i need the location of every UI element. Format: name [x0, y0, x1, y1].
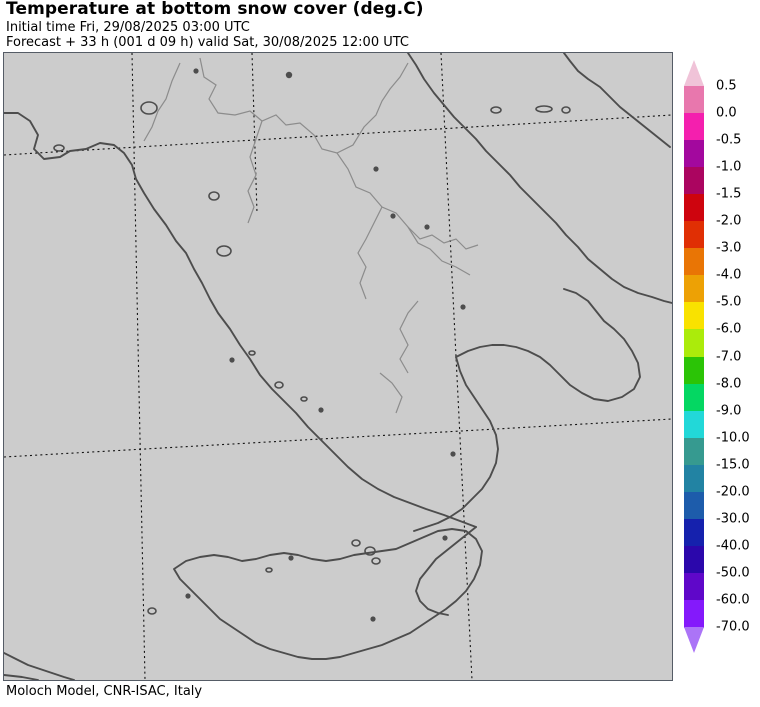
city-marker-ancona [373, 166, 379, 172]
city-markers [185, 68, 466, 622]
colorbar-band-7 [684, 275, 704, 303]
colorbar-band-4 [684, 194, 704, 222]
city-marker-perugia [285, 71, 293, 79]
colorbar-tick-17: -40.0 [716, 538, 750, 554]
colorbar-band-12 [684, 410, 704, 439]
colorbar-band-0 [684, 86, 704, 114]
lake-bracciano [216, 245, 232, 257]
colorbar-band-2 [684, 140, 704, 168]
island-adriatic-1 [535, 105, 553, 113]
colorbar-band-1 [684, 113, 704, 141]
city-marker-catania [370, 616, 376, 622]
colorbar-tick-10: -7.0 [716, 349, 742, 364]
coast-africa [4, 674, 39, 680]
longitude-gridline-1 [131, 53, 146, 680]
island-adriatic-2 [561, 106, 571, 114]
colorbar-tick-20: -70.0 [716, 619, 750, 635]
island-egadi [147, 607, 157, 615]
city-marker-pescara [390, 213, 396, 219]
gridlines [4, 53, 672, 680]
region-borders [143, 57, 479, 414]
city-marker-firenze [193, 68, 199, 74]
colorbar-band-5 [684, 221, 704, 249]
city-marker-lamezia [450, 451, 456, 457]
colorbar-tick-15: -20.0 [716, 484, 750, 500]
colorbar-tick-2: -0.5 [716, 132, 742, 148]
island-ischia [274, 381, 284, 389]
longitude-gridline-3 [440, 53, 473, 680]
colorbar-band-18 [684, 572, 704, 601]
colorbar-tick-12: -9.0 [716, 403, 742, 419]
colorbar-tick-3: -1.0 [716, 159, 742, 175]
colorbar-tick-16: -30.0 [716, 511, 750, 527]
city-marker-trapani [185, 593, 191, 599]
colorbar-tick-1: 0.0 [716, 105, 737, 121]
lake-trasimeno [140, 101, 158, 115]
coast-gargano-puglia [455, 288, 641, 402]
colorbar-band-16 [684, 518, 704, 547]
colorbar-tick-8: -5.0 [716, 294, 742, 310]
colorbar-tick-7: -4.0 [716, 267, 742, 283]
islands-and-lakes [53, 101, 571, 615]
longitude-gridline-2 [251, 53, 258, 214]
city-marker-roma [229, 357, 235, 363]
colorbar [684, 60, 704, 674]
colorbar-band-13 [684, 437, 704, 466]
colorbar-under-arrow [684, 627, 704, 653]
island-pontine [248, 350, 256, 356]
colorbar-tick-9: -6.0 [716, 321, 742, 337]
colorbar-tick-14: -15.0 [716, 457, 750, 473]
island-tremiti [490, 106, 502, 114]
colorbar-band-11 [684, 383, 704, 412]
city-marker-palermo [288, 555, 294, 561]
colorbar-band-6 [684, 248, 704, 276]
latitude-gridline-1 [4, 114, 672, 156]
colorbar-band-3 [684, 167, 704, 195]
colorbar-band-15 [684, 491, 704, 520]
page-title: Temperature at bottom snow cover (deg.C) [6, 0, 424, 19]
colorbar-tick-19: -60.0 [716, 592, 750, 608]
coast-tyrrhenian-north [4, 112, 477, 528]
city-marker-foggia [424, 224, 430, 230]
colorbar-tick-4: -1.5 [716, 186, 742, 202]
colorbar-band-10 [684, 356, 704, 385]
coast-sicily [173, 528, 483, 660]
lake-bolsena [208, 191, 220, 201]
model-credit: Moloch Model, CNR-ISAC, Italy [6, 684, 203, 699]
coastlines [4, 53, 672, 680]
colorbar-band-9 [684, 329, 704, 358]
forecast-valid-text: Forecast + 33 h (001 d 09 h) valid Sat, … [6, 35, 410, 50]
island-aeolian-2 [364, 546, 376, 556]
colorbar-band-8 [684, 302, 704, 331]
initial-time-text: Initial time Fri, 29/08/2025 03:00 UTC [6, 20, 250, 35]
coast-calabria-west [415, 526, 477, 616]
header: Temperature at bottom snow cover (deg.C)… [0, 0, 760, 52]
island-elba [53, 144, 65, 152]
city-marker-bari [460, 304, 466, 310]
city-marker-napoli [318, 407, 324, 413]
colorbar-tick-6: -3.0 [716, 240, 742, 256]
island-aeolian-1 [351, 539, 361, 547]
map-canvas [4, 53, 672, 680]
colorbar-band-19 [684, 599, 704, 628]
city-marker-messina [442, 535, 448, 541]
colorbar-tick-18: -50.0 [716, 565, 750, 581]
island-ustica [265, 567, 273, 573]
colorbar-over-arrow [684, 60, 704, 86]
latitude-gridline-2 [4, 418, 672, 458]
island-aeolian-3 [371, 557, 381, 565]
colorbar-tick-0: 0.5 [716, 78, 737, 94]
colorbar-tick-5: -2.0 [716, 213, 742, 229]
coast-sardinia-east [4, 652, 75, 680]
island-capri [300, 396, 308, 402]
colorbar-tick-11: -8.0 [716, 376, 742, 392]
coast-dalmatia [563, 53, 671, 148]
map-panel[interactable] [3, 52, 673, 681]
coast-calabria [413, 356, 499, 532]
colorbar-band-17 [684, 545, 704, 574]
coast-adriatic-north [407, 53, 672, 304]
colorbar-band-14 [684, 464, 704, 493]
colorbar-tick-13: -10.0 [716, 430, 750, 446]
